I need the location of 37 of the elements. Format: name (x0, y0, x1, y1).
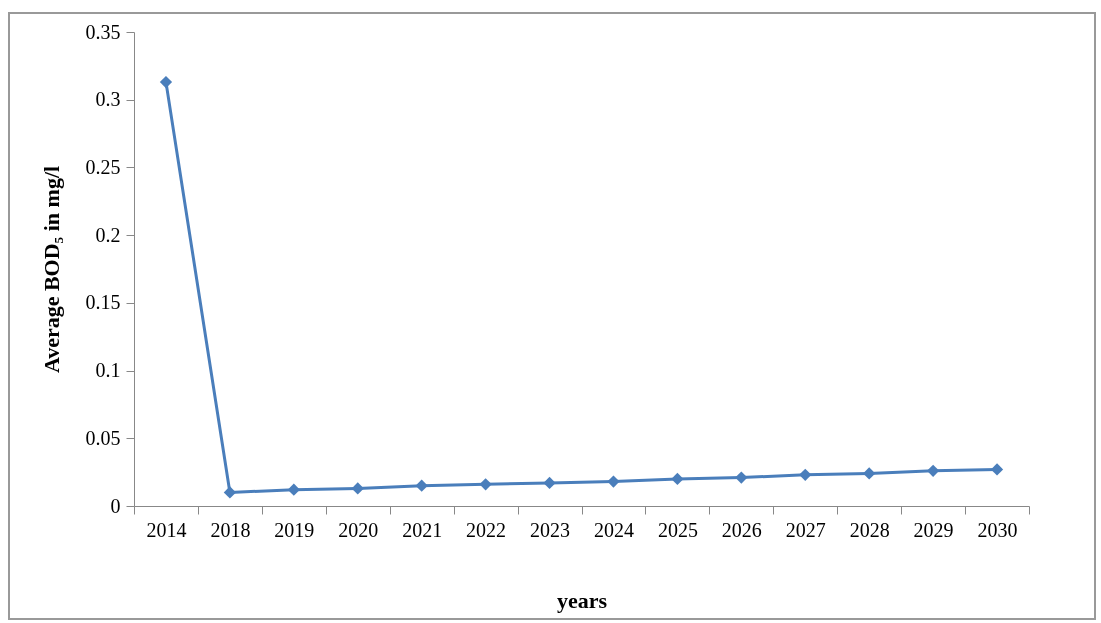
y-axis-title: Average BOD₅ in mg/l (38, 165, 64, 374)
x-tick-label: 2024 (593, 518, 634, 541)
x-tick-label: 2028 (849, 518, 890, 541)
point (415, 479, 428, 492)
x-tick-label: 2026 (721, 518, 762, 541)
x-tick-label: 2020 (338, 518, 379, 541)
point (479, 478, 492, 491)
x-tick-label: 2021 (402, 518, 443, 541)
x-tick-label: 2025 (657, 518, 698, 541)
point (671, 472, 684, 486)
y-tick-label: 0.05 (85, 426, 121, 449)
point (990, 463, 1004, 476)
x-axis-title: years (556, 587, 608, 613)
point (287, 483, 300, 496)
point (543, 476, 556, 490)
y-tick-label: 0 (110, 494, 121, 517)
x-tick-label: 2029 (913, 518, 954, 541)
point (863, 467, 876, 480)
x-tick-label: 2018 (210, 518, 251, 541)
x-tick-label: 2019 (274, 518, 315, 541)
x-tick-label: 2014 (146, 518, 187, 541)
point (607, 475, 620, 488)
x-tick-label: 2023 (530, 518, 571, 541)
point (223, 486, 237, 499)
x-tick-label: 2022 (466, 518, 507, 541)
point (351, 482, 364, 495)
y-tick-label: 0.35 (85, 20, 121, 43)
y-tick-label: 0.2 (95, 223, 121, 246)
y-tick-label: 0.3 (95, 88, 121, 111)
y-tick-label: 0.25 (85, 155, 121, 178)
point (159, 75, 173, 89)
y-tick-label: 0.15 (85, 291, 121, 314)
x-tick-label: 2027 (785, 518, 826, 541)
point (735, 471, 748, 484)
x-tick-label: 2030 (977, 518, 1018, 541)
point (926, 464, 940, 477)
y-tick-label: 0.1 (95, 359, 121, 382)
